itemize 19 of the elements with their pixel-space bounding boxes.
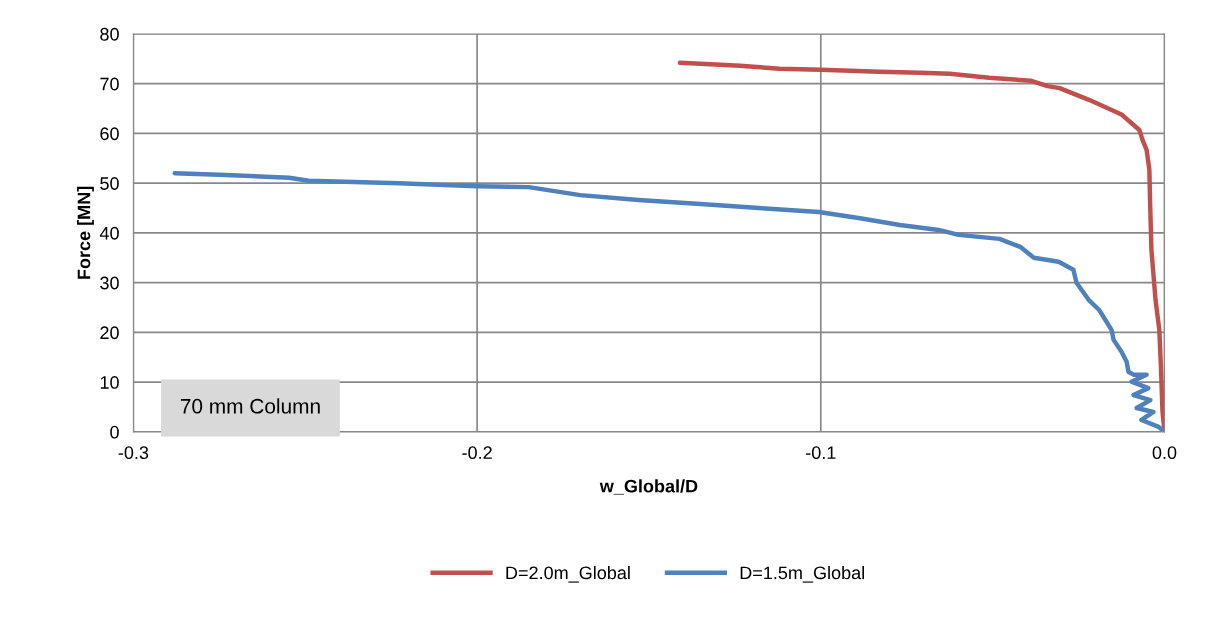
x-tick-label: -0.1 [806,446,836,460]
x-tick-label: -0.2 [462,446,492,460]
y-tick-label: 50 [100,177,119,190]
y-tick-label: 10 [100,376,119,389]
y-tick-label: 80 [100,27,119,41]
y-tick-label: 20 [100,326,119,340]
x-tick-label: 0.0 [1152,446,1177,460]
y-tick-label: 70 [100,77,119,91]
line-series [172,171,1165,432]
y-tick-label: 40 [99,226,119,240]
legend-label: D=1.5m_Global [740,565,864,583]
y-tick-label: 30 [100,276,119,290]
y-axis-title: Force [MN] [77,186,94,279]
legend-label: D=2.0m_Global [506,565,630,583]
y-tick-label: 0 [110,425,119,439]
x-axis-title: w_Global/D [599,479,698,495]
y-tick-label: 60 [100,127,119,141]
x-tick-label: -0.3 [118,446,149,460]
annotation: 70 mm Column [180,398,320,414]
